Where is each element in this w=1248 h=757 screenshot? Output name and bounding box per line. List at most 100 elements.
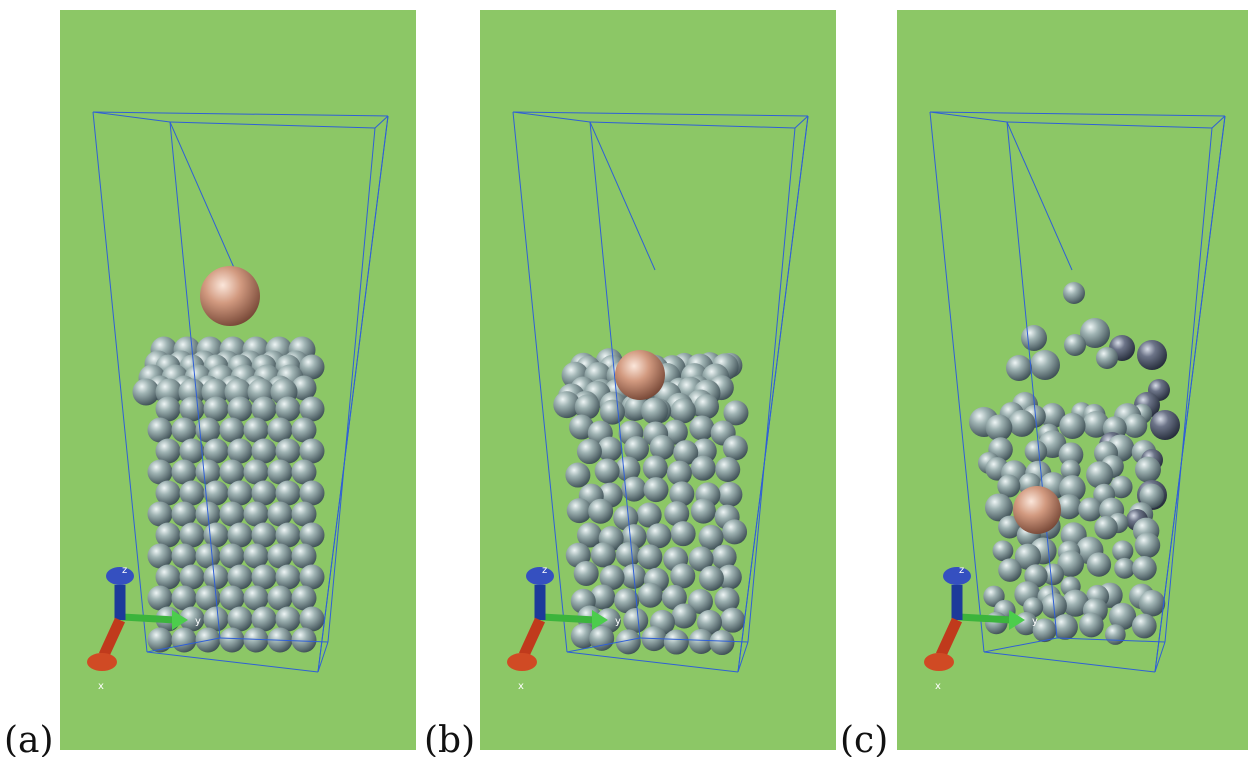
sphere xyxy=(573,560,599,586)
sphere xyxy=(275,438,301,464)
sphere xyxy=(997,474,1021,498)
sphere xyxy=(1086,552,1112,577)
sphere xyxy=(179,522,205,548)
sphere xyxy=(1014,543,1042,570)
sphere xyxy=(243,417,269,443)
box-edge xyxy=(317,641,329,673)
box-edge xyxy=(146,651,319,673)
sphere xyxy=(576,439,602,465)
sphere xyxy=(669,481,695,507)
box-edge xyxy=(169,121,221,639)
sphere xyxy=(1108,602,1137,631)
axis-label-z: z xyxy=(542,565,547,576)
sphere xyxy=(985,414,1013,442)
sphere xyxy=(147,585,173,611)
sphere xyxy=(687,588,713,614)
sphere xyxy=(670,521,696,547)
box-edge xyxy=(589,121,641,639)
sphere xyxy=(1131,613,1157,639)
box-edge xyxy=(146,637,221,653)
sphere xyxy=(599,564,625,590)
sphere xyxy=(267,543,293,569)
sphere xyxy=(998,515,1022,539)
sphere xyxy=(1032,618,1057,643)
sphere xyxy=(299,396,325,422)
panel: z y x xyxy=(60,10,416,750)
sphere xyxy=(299,564,325,590)
sphere xyxy=(588,498,614,524)
box-edge xyxy=(169,121,376,129)
sphere xyxy=(1112,540,1134,562)
sphere xyxy=(227,396,253,422)
sphere xyxy=(597,436,623,462)
sphere xyxy=(203,564,229,590)
simulation-box xyxy=(512,111,809,673)
axis-y-arrow xyxy=(121,613,176,624)
sphere xyxy=(621,476,647,502)
box-edge xyxy=(1006,121,1073,271)
sphere xyxy=(1134,456,1161,483)
sphere xyxy=(1013,486,1061,534)
sphere xyxy=(624,436,650,462)
sphere xyxy=(243,543,269,569)
box-edge xyxy=(639,637,749,643)
box-edge xyxy=(512,111,568,653)
box-edge xyxy=(566,637,641,653)
sphere xyxy=(643,477,669,503)
sphere xyxy=(693,394,719,420)
box-edge xyxy=(512,111,591,123)
panel: z y x xyxy=(897,10,1248,750)
sphere xyxy=(275,396,301,422)
box-edge xyxy=(92,111,171,123)
sphere xyxy=(195,417,221,443)
sphere xyxy=(155,522,181,548)
box-edge xyxy=(589,121,796,129)
sphere xyxy=(171,585,197,611)
sphere xyxy=(132,378,160,406)
sphere xyxy=(1030,350,1060,380)
axis-x-head xyxy=(924,653,954,671)
sphere xyxy=(614,588,640,614)
sphere xyxy=(690,498,716,524)
axis-z-head xyxy=(106,567,134,585)
panel-label: (c) xyxy=(840,720,888,757)
sphere xyxy=(155,480,181,506)
axis-label-x: x xyxy=(518,681,524,692)
sphere xyxy=(291,501,317,527)
sphere xyxy=(599,399,625,425)
box-edge xyxy=(929,111,1008,123)
sphere xyxy=(155,396,181,422)
sphere xyxy=(1078,612,1104,638)
sphere xyxy=(984,493,1013,522)
axis-z-head xyxy=(943,567,971,585)
axis-label-x: x xyxy=(98,681,104,692)
sphere xyxy=(227,606,253,632)
box-edge xyxy=(1154,115,1226,673)
sphere xyxy=(291,375,317,401)
sphere xyxy=(251,564,277,590)
sphere xyxy=(147,501,173,527)
sphere xyxy=(698,524,724,550)
sphere xyxy=(1058,442,1084,467)
sphere xyxy=(709,630,735,656)
sphere xyxy=(179,564,205,590)
sphere xyxy=(171,417,197,443)
axis-y-head xyxy=(1009,610,1025,630)
sphere xyxy=(195,543,221,569)
sphere xyxy=(670,398,696,424)
sphere xyxy=(291,459,317,485)
box-edge xyxy=(512,111,809,117)
sphere xyxy=(1134,532,1161,558)
sphere xyxy=(1114,557,1136,579)
box-edge xyxy=(747,127,796,643)
box-edge xyxy=(929,111,1226,117)
sphere xyxy=(661,584,687,610)
sphere xyxy=(615,542,641,568)
sphere xyxy=(147,459,173,485)
sphere xyxy=(1061,589,1089,617)
sphere xyxy=(267,417,293,443)
sphere xyxy=(723,400,749,426)
sphere xyxy=(219,459,245,485)
sphere xyxy=(1138,590,1166,617)
sphere xyxy=(711,544,737,570)
